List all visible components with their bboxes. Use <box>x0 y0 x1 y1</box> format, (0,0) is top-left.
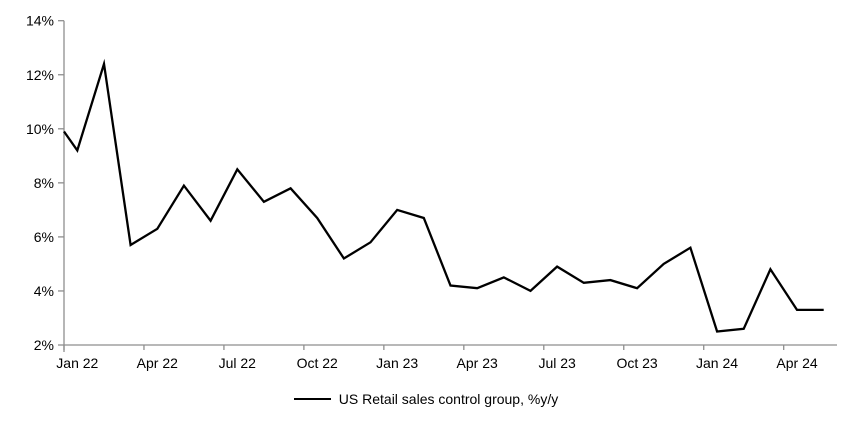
y-tick-label: 2% <box>34 337 54 353</box>
x-tick-label: Jan 22 <box>56 355 98 371</box>
x-tick-label: Jan 23 <box>376 355 418 371</box>
y-tick-label: 6% <box>34 229 54 245</box>
legend-line-marker <box>293 398 331 400</box>
x-tick-label: Oct 22 <box>297 355 338 371</box>
x-tick-label: Apr 23 <box>457 355 498 371</box>
series-line <box>63 58 824 333</box>
x-tick-label: Oct 23 <box>616 355 657 371</box>
y-tick-label: 8% <box>34 175 54 191</box>
legend-label: US Retail sales control group, %y/y <box>338 391 559 407</box>
y-tick-label: 14% <box>26 13 54 29</box>
x-tick-label: Jul 22 <box>219 355 257 371</box>
x-tick-label: Apr 24 <box>776 355 817 371</box>
x-tick-label: Jul 23 <box>538 355 576 371</box>
x-tick-label: Jan 24 <box>696 355 738 371</box>
y-tick-label: 4% <box>34 283 54 299</box>
chart-legend: US Retail sales control group, %y/y <box>0 391 852 407</box>
y-tick-label: 12% <box>26 67 54 83</box>
x-tick-label: Apr 22 <box>137 355 178 371</box>
y-tick-label: 10% <box>26 121 54 137</box>
